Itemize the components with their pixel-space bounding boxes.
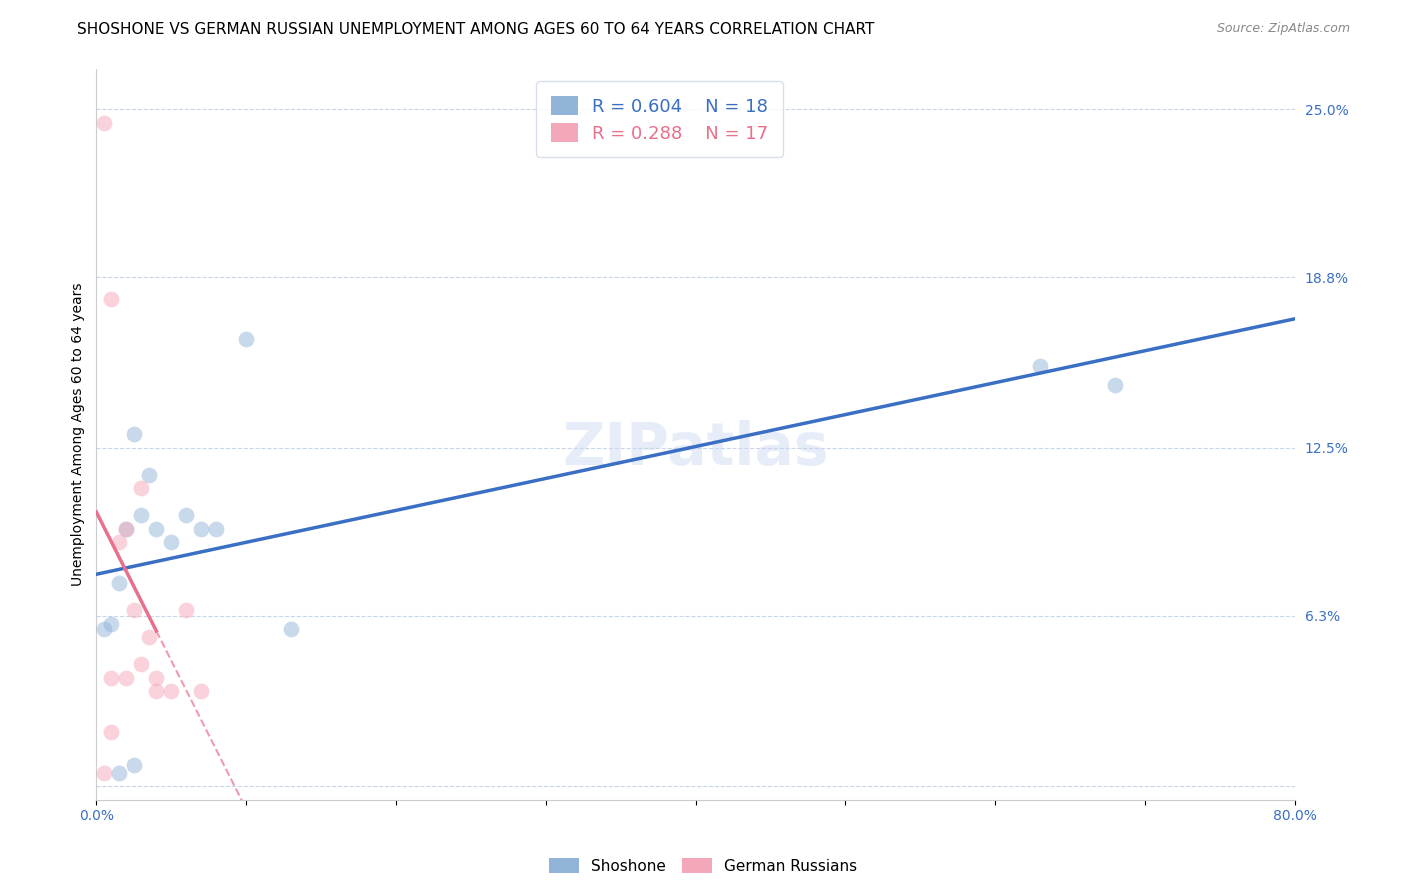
Point [129, 657, 152, 672]
Point [115, 671, 138, 685]
Legend: Shoshone, German Russians: Shoshone, German Russians [543, 852, 863, 880]
Point [145, 671, 167, 685]
Point [93, 622, 115, 636]
Point [129, 481, 152, 495]
Point [174, 508, 197, 523]
Point [122, 603, 145, 617]
Point [115, 522, 138, 536]
Point [115, 522, 138, 536]
Point [174, 603, 197, 617]
Point [108, 535, 131, 549]
Point [122, 757, 145, 772]
Point [108, 576, 131, 591]
Point [93, 765, 115, 780]
Point [100, 671, 122, 685]
Point [122, 427, 145, 442]
Legend: R = 0.604    N = 18, R = 0.288    N = 17: R = 0.604 N = 18, R = 0.288 N = 17 [537, 81, 783, 157]
Point [280, 622, 302, 636]
Point [190, 522, 212, 536]
Point [1104, 378, 1126, 392]
Point [100, 616, 122, 631]
Text: Source: ZipAtlas.com: Source: ZipAtlas.com [1216, 22, 1350, 36]
Point [129, 508, 152, 523]
Point [108, 765, 131, 780]
Text: ZIPatlas: ZIPatlas [562, 420, 830, 477]
Point [138, 467, 160, 482]
Point [160, 535, 183, 549]
Point [100, 725, 122, 739]
Point [145, 522, 167, 536]
Point [138, 630, 160, 644]
Point [1029, 359, 1052, 374]
Point [100, 292, 122, 306]
Point [235, 332, 257, 346]
Text: SHOSHONE VS GERMAN RUSSIAN UNEMPLOYMENT AMONG AGES 60 TO 64 YEARS CORRELATION CH: SHOSHONE VS GERMAN RUSSIAN UNEMPLOYMENT … [77, 22, 875, 37]
Point [145, 684, 167, 698]
Point [205, 522, 228, 536]
Point [93, 116, 115, 130]
Y-axis label: Unemployment Among Ages 60 to 64 years: Unemployment Among Ages 60 to 64 years [72, 283, 86, 586]
Point [190, 684, 212, 698]
Point [160, 684, 183, 698]
